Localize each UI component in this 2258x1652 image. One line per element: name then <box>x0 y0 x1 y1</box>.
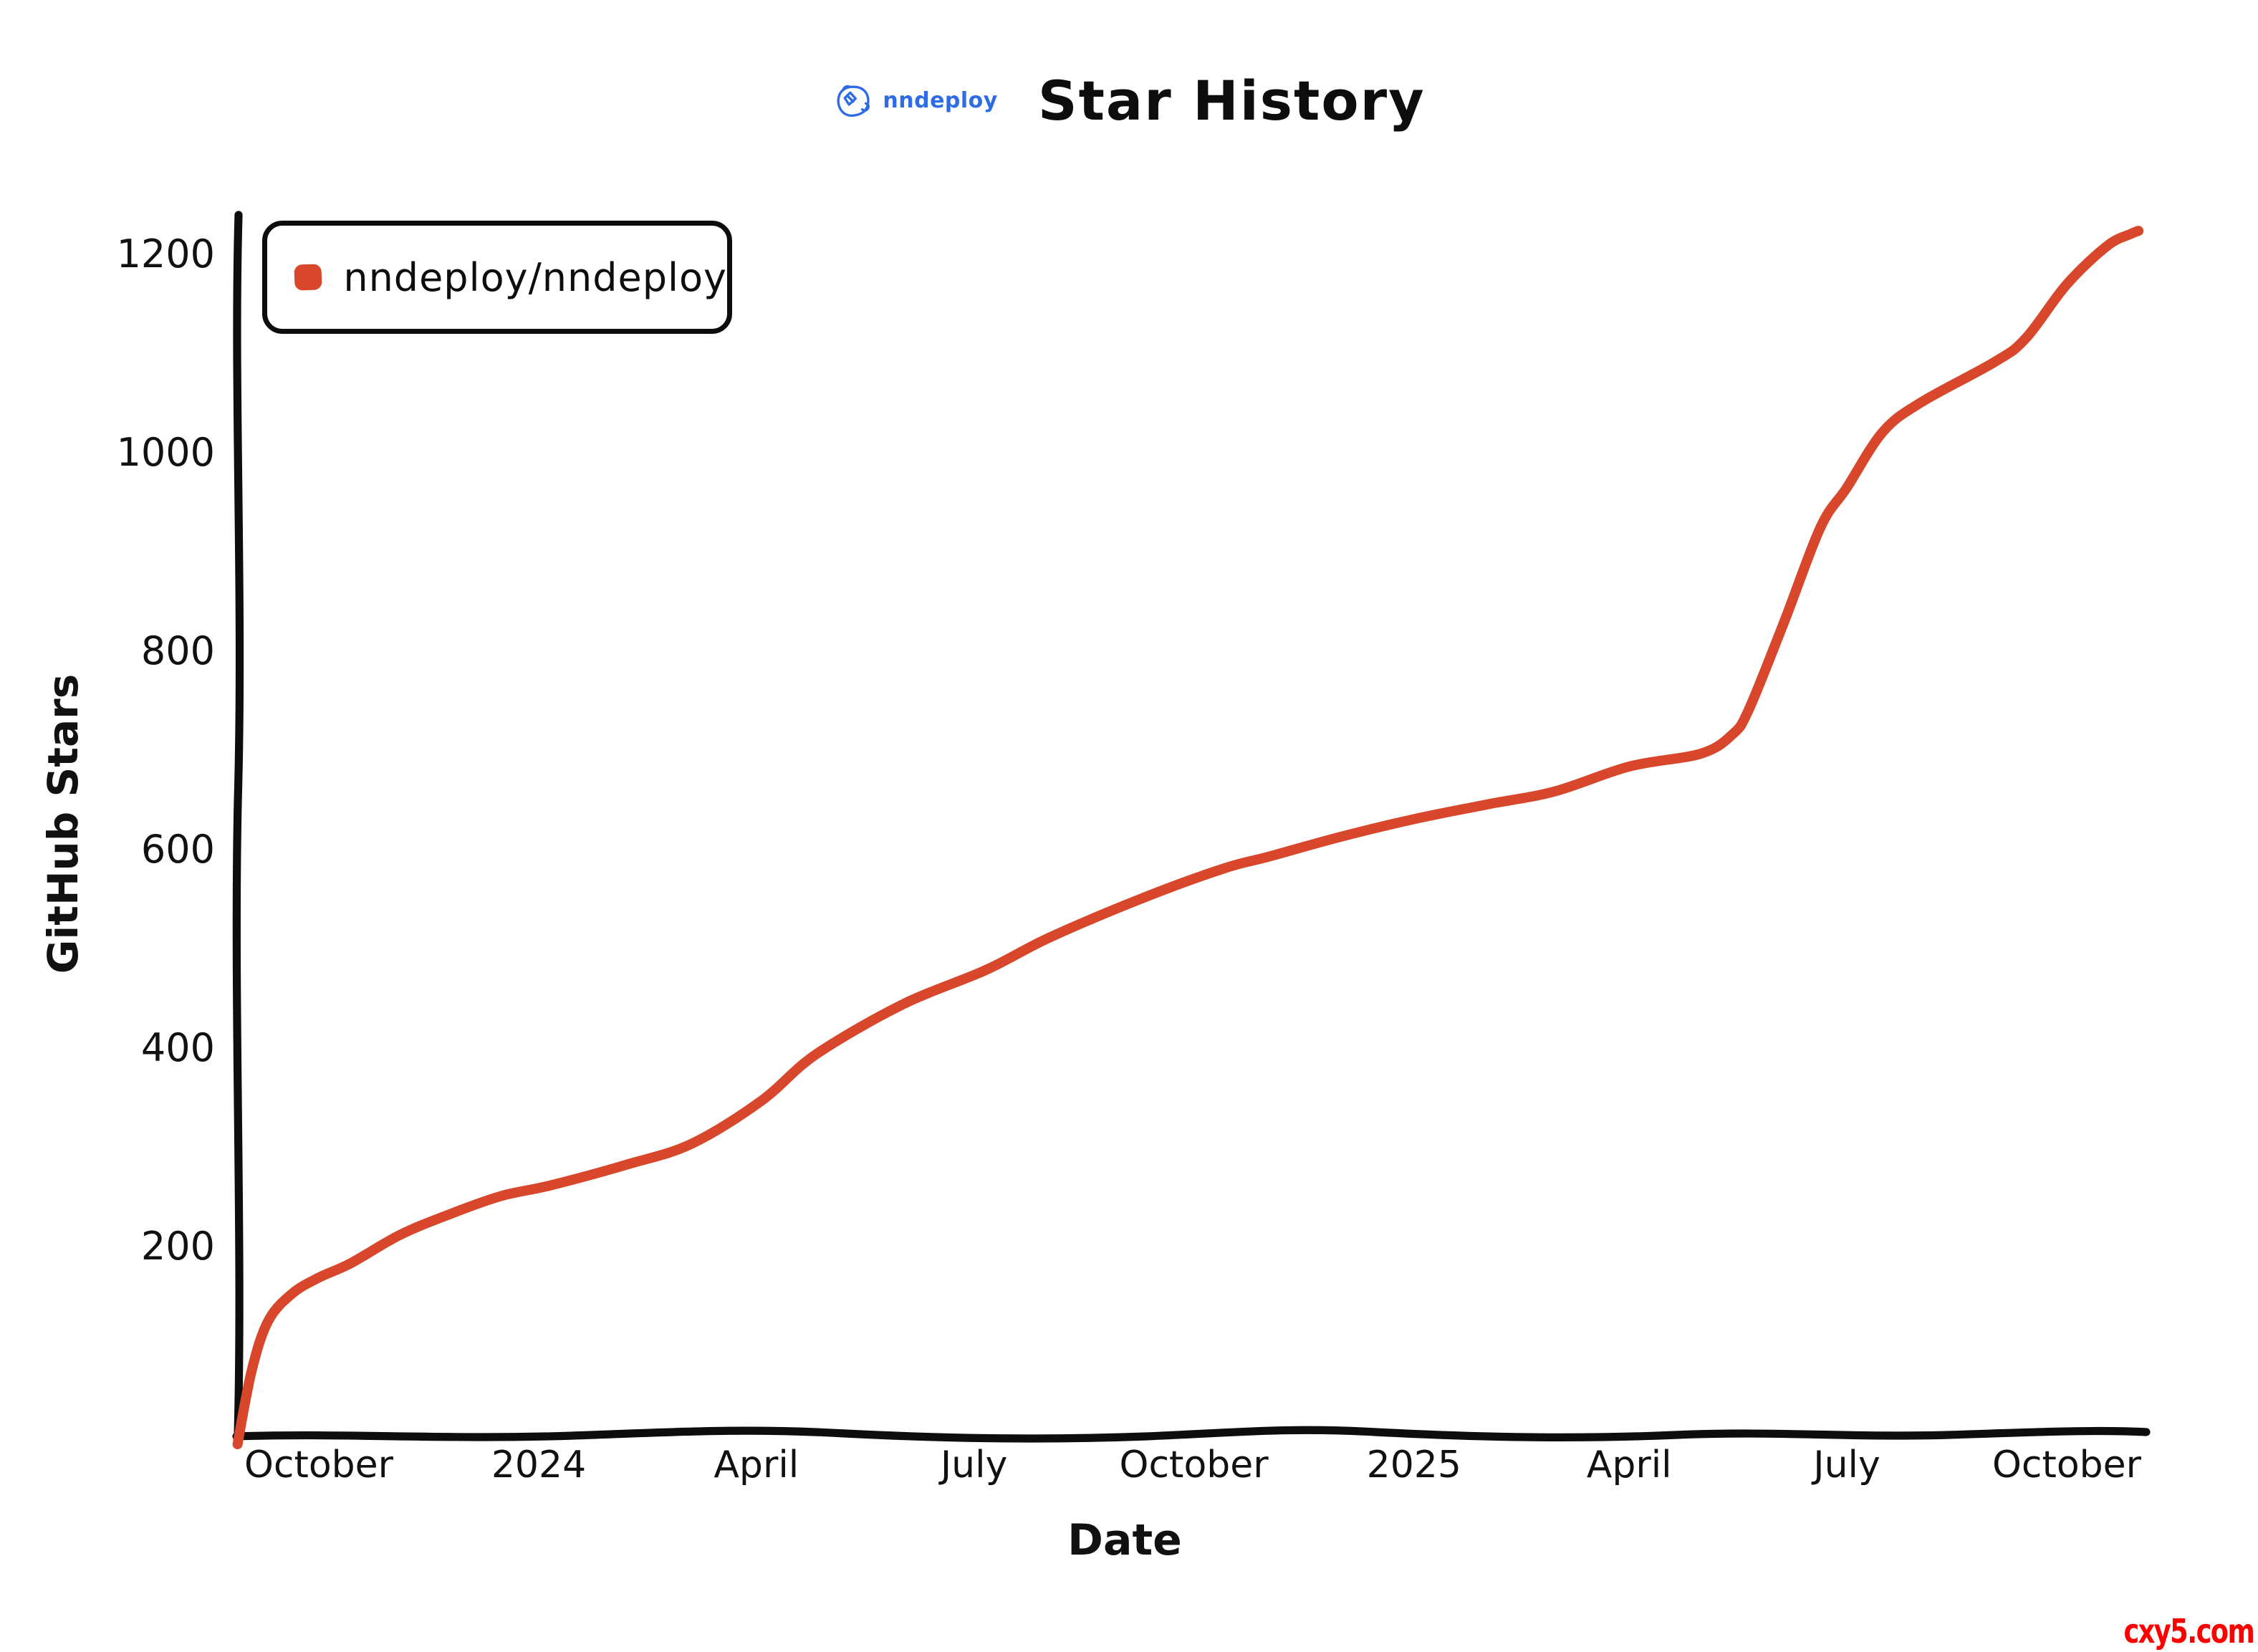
nndeploy-logo-icon <box>837 85 870 117</box>
y-axis-title: GitHub Stars <box>39 674 87 974</box>
page-title: Star History <box>1037 69 1426 133</box>
nndeploy-logo-text: nndeploy <box>883 88 998 113</box>
y-axis-line <box>232 211 244 1439</box>
x-axis-tick-labels: October 2024 April July October 2025 April July… <box>244 1444 2142 1487</box>
legend-series-marker <box>294 264 322 291</box>
star-history-curve <box>232 226 2144 1449</box>
legend-box: nndeploy/nndeploy <box>262 221 732 334</box>
x-tick-label: April <box>714 1444 799 1487</box>
x-tick-label: October <box>1120 1444 1269 1487</box>
nndeploy-logo: nndeploy <box>832 82 997 120</box>
y-tick-label: 1000 <box>117 430 215 475</box>
x-tick-label: 2024 <box>491 1444 586 1487</box>
watermark: cxy5.com <box>2123 1612 2254 1651</box>
x-tick-label: October <box>244 1444 394 1487</box>
x-tick-label: 2025 <box>1367 1444 1461 1487</box>
x-tick-label: October <box>1992 1444 2142 1487</box>
x-tick-label: July <box>1811 1444 1880 1487</box>
legend-series-label: nndeploy/nndeploy <box>343 254 727 300</box>
chart-header: nndeploy Star History <box>0 69 2258 133</box>
y-axis-tick-labels: 200 400 600 800 1000 1200 <box>117 231 215 1269</box>
y-tick-label: 1200 <box>117 231 215 277</box>
x-axis-line <box>232 1426 2151 1443</box>
y-tick-label: 200 <box>141 1224 215 1269</box>
y-tick-label: 600 <box>141 827 215 872</box>
y-tick-label: 400 <box>141 1025 215 1070</box>
x-axis-title: Date <box>1067 1515 1182 1565</box>
x-tick-label: April <box>1587 1444 1672 1487</box>
x-tick-label: July <box>938 1444 1008 1487</box>
y-tick-label: 800 <box>141 628 215 673</box>
